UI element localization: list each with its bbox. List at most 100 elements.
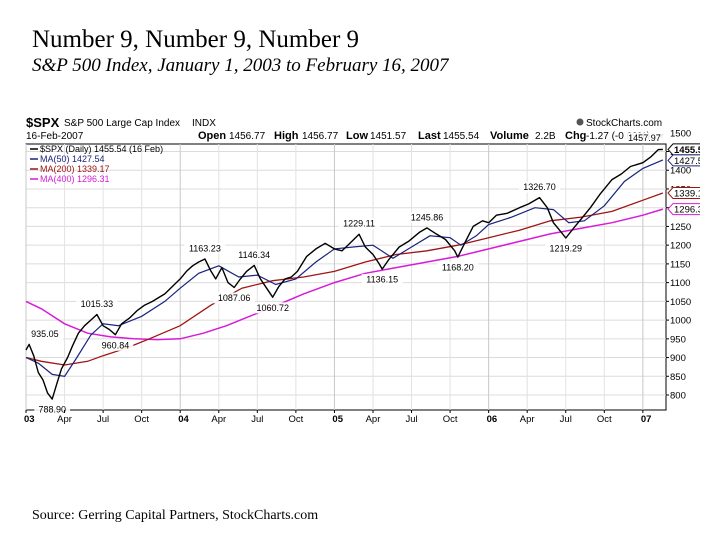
annotation-label: 1229.11 — [343, 219, 375, 229]
last-value-tag-label: 1455.54 — [674, 145, 700, 156]
x-tick-label: Jul — [405, 414, 417, 425]
last-value-tag — [667, 154, 700, 167]
annotation-label: 1219.29 — [549, 243, 582, 253]
x-tick-label: Apr — [366, 414, 381, 425]
ma200-line — [25, 192, 664, 366]
y-tick-label: 900 — [670, 353, 686, 364]
annotation-label: 1168.20 — [442, 263, 474, 273]
quote-open-label: Open — [198, 130, 226, 142]
brand-logo: StockCharts.com — [576, 118, 662, 129]
y-tick-label: 1200 — [670, 241, 691, 252]
y-tick-label: 800 — [670, 391, 686, 402]
annotation-label: 1087.06 — [218, 293, 251, 303]
annotation-box — [184, 242, 226, 254]
x-tick-label: Oct — [597, 414, 612, 425]
annotation-label: 1015.33 — [81, 299, 114, 309]
quote-low: 1451.57 — [370, 131, 407, 142]
annotation-box — [545, 242, 587, 254]
brand-name: StockCharts.com — [586, 118, 662, 129]
x-tick-label: Oct — [443, 414, 458, 425]
annotation-box — [97, 339, 134, 351]
y-tick-label: 1150 — [670, 259, 690, 270]
x-axis: 03 Apr Jul Oct 04 Apr Jul Oct 05 Apr Jul Oct 06 Apr Ju… — [24, 410, 651, 425]
y-axis: 8008509009501000105011001150120012501300… — [666, 128, 691, 402]
annotation-box — [338, 218, 380, 230]
annotation-label: 935.05 — [31, 329, 59, 339]
x-tick-label: Apr — [211, 414, 226, 425]
y-tick-label: 850 — [670, 372, 686, 383]
annotation-box — [213, 292, 255, 304]
plot-frame — [25, 143, 667, 411]
x-tick-label: Jul — [97, 414, 109, 425]
price-line — [25, 148, 663, 400]
x-tick-label: Apr — [520, 414, 535, 425]
legend: $SPX (Daily) 1455.54 (16 Feb)MA(50) 1427… — [30, 144, 163, 184]
annotation-box — [76, 298, 118, 310]
last-value-tag-label: 1427.54 — [674, 156, 700, 167]
y-tick-label: 1400 — [670, 166, 691, 177]
annotation-label: 1163.23 — [189, 243, 221, 253]
annotation-label: 1245.86 — [411, 212, 444, 222]
last-value-tag-label: 1339.17 — [674, 189, 700, 200]
y-tick-label: 1500 — [670, 128, 691, 139]
slide-title: Number 9, Number 9, Number 9 — [32, 26, 360, 53]
x-tick-label: 05 — [332, 414, 343, 425]
chart-name: S&P 500 Large Cap Index — [64, 118, 180, 129]
annotation-label: 1146.34 — [238, 250, 270, 260]
quote-last-label: Last — [418, 130, 441, 142]
y-tick-label: 1100 — [670, 278, 690, 289]
x-tick-label: 06 — [487, 414, 498, 425]
annotation-label: 788.90 — [38, 405, 66, 415]
x-tick-label: Oct — [134, 414, 149, 425]
last-value-tags: 1455.541427.54 1339.17 1296.31 — [667, 143, 700, 216]
x-tick-label: Apr — [57, 414, 72, 425]
annotation-label: 960.84 — [102, 340, 130, 350]
x-tick-label: 07 — [641, 414, 652, 425]
quote-volume-label: Volume — [490, 130, 529, 142]
annotation-box — [406, 211, 448, 223]
last-value-tag — [667, 187, 700, 200]
quote-low-label: Low — [346, 130, 368, 142]
quote-chg-label: Chg — [565, 130, 586, 142]
legend-label: MA(200) 1339.17 — [40, 164, 110, 174]
annotation-label: 1326.70 — [523, 182, 556, 192]
quote-open: 1456.77 — [229, 131, 266, 142]
chart-date: 16-Feb-2007 — [26, 131, 84, 142]
ma400-line — [25, 208, 664, 341]
x-tick-label: 03 — [24, 414, 35, 425]
legend-label: MA(400) 1296.31 — [40, 174, 110, 184]
last-value-tag — [667, 143, 700, 156]
annotation-label: 1060.72 — [256, 303, 289, 313]
slide-subtitle: S&P 500 Index, January 1, 2003 to Februa… — [32, 55, 449, 76]
spx-chart: $SPX S&P 500 Large Cap Index INDX StockC… — [24, 115, 700, 425]
annotation-box — [518, 181, 561, 193]
legend-label: $SPX (Daily) 1455.54 (16 Feb) — [40, 144, 163, 154]
annotation-box — [437, 262, 479, 274]
brand-logo-icon — [576, 118, 584, 126]
annotation-box — [361, 274, 403, 286]
y-tick-label: 1250 — [670, 222, 691, 233]
y-tick-label: 950 — [670, 334, 686, 345]
chart-symbol: $SPX — [26, 115, 60, 130]
annotation-box — [252, 302, 294, 314]
x-tick-label: Jul — [251, 414, 263, 425]
quote-high-label: High — [274, 130, 299, 142]
quote-last: 1455.54 — [443, 131, 480, 142]
source-note: Source: Gerring Capital Partners, StockC… — [32, 508, 319, 523]
x-tick-label: Jul — [560, 414, 572, 425]
annotation-label: 1136.15 — [366, 275, 398, 285]
legend-label: MA(50) 1427.54 — [40, 154, 105, 164]
annotation-label: 1457.97 — [628, 133, 661, 143]
y-tick-label: 1050 — [670, 297, 691, 308]
last-value-tag — [667, 203, 700, 216]
quote-chg: -1.27 (-0.09%) — [586, 131, 650, 142]
annotation-box — [27, 328, 63, 340]
x-tick-label: Oct — [288, 414, 303, 425]
annotation-box — [623, 132, 665, 144]
y-tick-label: 1000 — [670, 316, 691, 327]
annotation-box — [233, 249, 275, 261]
chart-exchange: INDX — [192, 118, 216, 129]
annotation-box — [34, 404, 71, 416]
quote-high: 1456.77 — [302, 131, 339, 142]
quote-volume: 2.2B — [535, 131, 556, 142]
